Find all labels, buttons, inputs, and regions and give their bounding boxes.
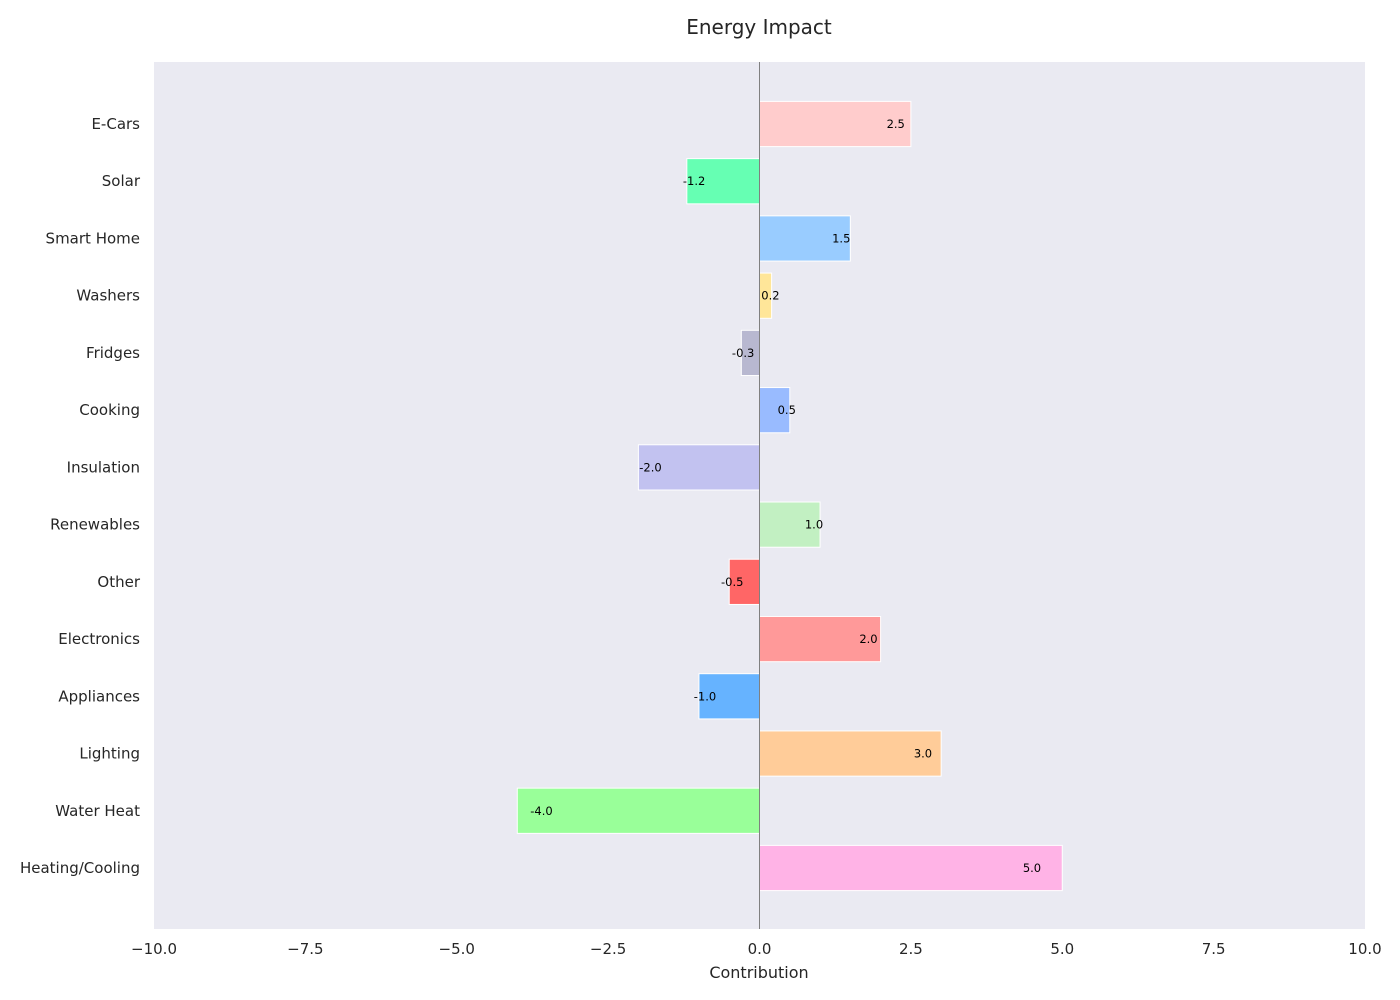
x-tick-label: −5.0 <box>439 940 475 958</box>
data-label-fridges: -0.3 <box>732 346 754 360</box>
x-tick-label: 5.0 <box>1050 940 1074 958</box>
category-label-electronics: Electronics <box>58 630 140 648</box>
bars-group <box>516 100 1063 892</box>
data-label-smart-home: 1.5 <box>832 231 850 245</box>
bar-solar <box>686 158 761 205</box>
category-labels-group: Heating/Cooling Water Heat Lighting Applian… <box>20 115 141 877</box>
x-axis-label: Contribution <box>709 963 808 982</box>
category-label-smart-home: Smart Home <box>46 229 140 247</box>
category-label-lighting: Lighting <box>79 745 140 763</box>
bar-electronics <box>759 615 882 663</box>
chart-title: Energy Impact <box>686 15 832 39</box>
data-label-e-cars: 2.5 <box>887 117 905 131</box>
data-label-lighting: 3.0 <box>914 747 932 761</box>
data-label-renewables: 1.0 <box>805 518 823 532</box>
category-label-e-cars: E-Cars <box>91 115 140 133</box>
bar-smart-home <box>759 215 851 262</box>
x-tick-label: 0.0 <box>748 940 772 958</box>
data-label-insulation: -2.0 <box>639 460 661 474</box>
data-label-washers: 0.2 <box>761 289 779 303</box>
bar-heating-cooling <box>759 844 1063 892</box>
category-label-renewables: Renewables <box>50 516 140 534</box>
data-label-heating-cooling: 5.0 <box>1023 861 1041 875</box>
category-label-heating-cooling: Heating/Cooling <box>20 859 140 877</box>
bar-lighting <box>759 730 942 777</box>
category-label-cooking: Cooking <box>79 401 140 419</box>
data-label-other: -0.5 <box>721 575 743 589</box>
bar-insulation <box>637 444 761 491</box>
bar-appliances <box>698 673 761 720</box>
x-tick-label: 10.0 <box>1348 940 1381 958</box>
bar-water-heat <box>516 787 760 834</box>
x-tick-label: −2.5 <box>590 940 626 958</box>
data-label-water-heat: -4.0 <box>530 804 552 818</box>
category-label-other: Other <box>97 573 140 591</box>
category-label-insulation: Insulation <box>67 458 140 476</box>
category-label-fridges: Fridges <box>86 344 140 362</box>
category-label-solar: Solar <box>102 172 141 190</box>
x-tick-label: 7.5 <box>1202 940 1226 958</box>
category-label-appliances: Appliances <box>58 687 140 705</box>
bar-other <box>728 558 760 605</box>
data-label-cooking: 0.5 <box>778 403 796 417</box>
data-label-appliances: -1.0 <box>694 689 716 703</box>
data-labels-group: 5.0 -4.0 3.0 -1.0 2.0 -0.5 1.0 -2.0 0.5 -0.3 0.2 1.… <box>530 117 1041 875</box>
category-label-water-heat: Water Heat <box>55 802 140 820</box>
x-tick-label: −7.5 <box>287 940 323 958</box>
x-tick-label: −10.0 <box>131 940 177 958</box>
data-label-electronics: 2.0 <box>859 632 877 646</box>
x-tick-labels-group: −10.0 −7.5 −5.0 −2.5 0.0 2.5 5.0 7.5 10.0 <box>131 940 1382 958</box>
category-label-washers: Washers <box>76 287 140 305</box>
bar-e-cars <box>759 100 912 148</box>
x-tick-label: 2.5 <box>899 940 923 958</box>
bar-renewables <box>759 501 821 548</box>
data-label-solar: -1.2 <box>683 174 705 188</box>
